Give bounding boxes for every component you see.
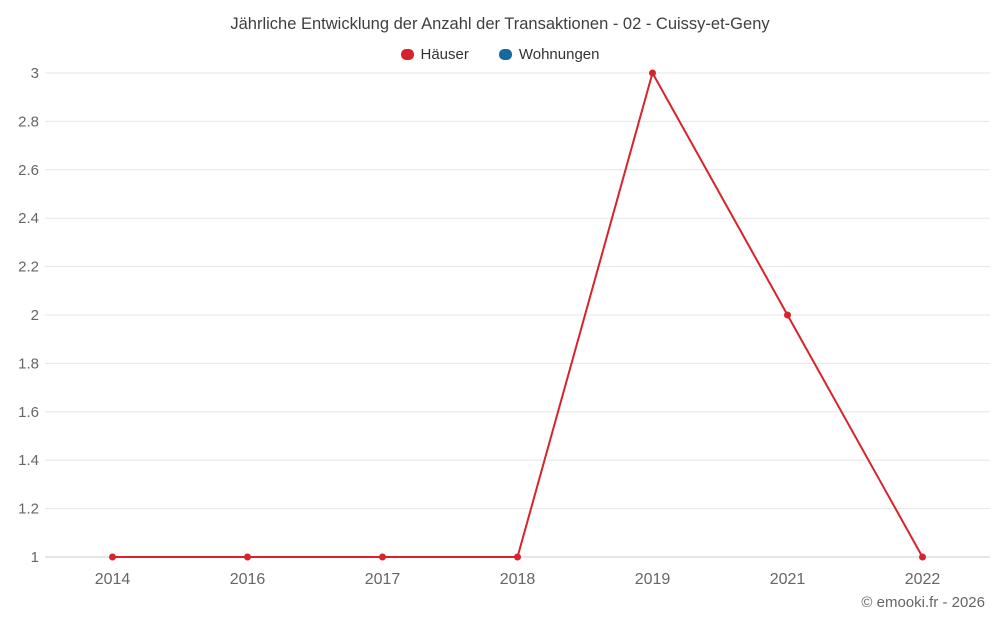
copyright-credit[interactable]: © emooki.fr - 2026 [861,594,985,611]
data-point [109,553,116,561]
y-tick-label: 2.4 [18,210,39,227]
y-tick-label: 1.6 [18,404,39,421]
y-tick-label: 2 [31,307,39,324]
legend-label: Häuser [420,46,469,63]
legend-item-1[interactable]: Wohnungen [498,46,600,63]
x-tick-label: 2018 [500,571,536,588]
y-tick-label: 3 [31,65,39,82]
x-tick-label: 2022 [905,571,941,588]
data-point [379,553,386,561]
y-tick-label: 2.8 [18,113,39,130]
x-tick-label: 2017 [365,571,401,588]
legend-label: Wohnungen [518,46,600,63]
data-point [244,553,251,561]
legend-marker-icon [400,49,414,60]
y-tick-label: 2.2 [18,259,39,276]
chart-title: Jährliche Entwicklung der Anzahl der Tra… [230,15,770,33]
y-tick-label: 1.8 [18,355,39,372]
y-tick-label: 1.4 [18,452,39,469]
y-tick-label: 2.6 [18,162,39,179]
legend-item-0[interactable]: Häuser [400,46,469,63]
x-tick-label: 2019 [635,571,671,588]
legend: Häuser Wohnungen [0,46,1000,63]
data-point [919,553,926,561]
data-point [784,311,791,319]
x-tick-label: 2021 [770,571,806,588]
x-tick-label: 2014 [95,571,131,588]
x-tick-label: 2016 [230,571,266,588]
data-point [514,553,521,561]
data-point [649,69,656,77]
legend-marker-icon [498,49,512,60]
y-tick-label: 1 [31,549,39,566]
y-tick-label: 1.2 [18,501,39,518]
